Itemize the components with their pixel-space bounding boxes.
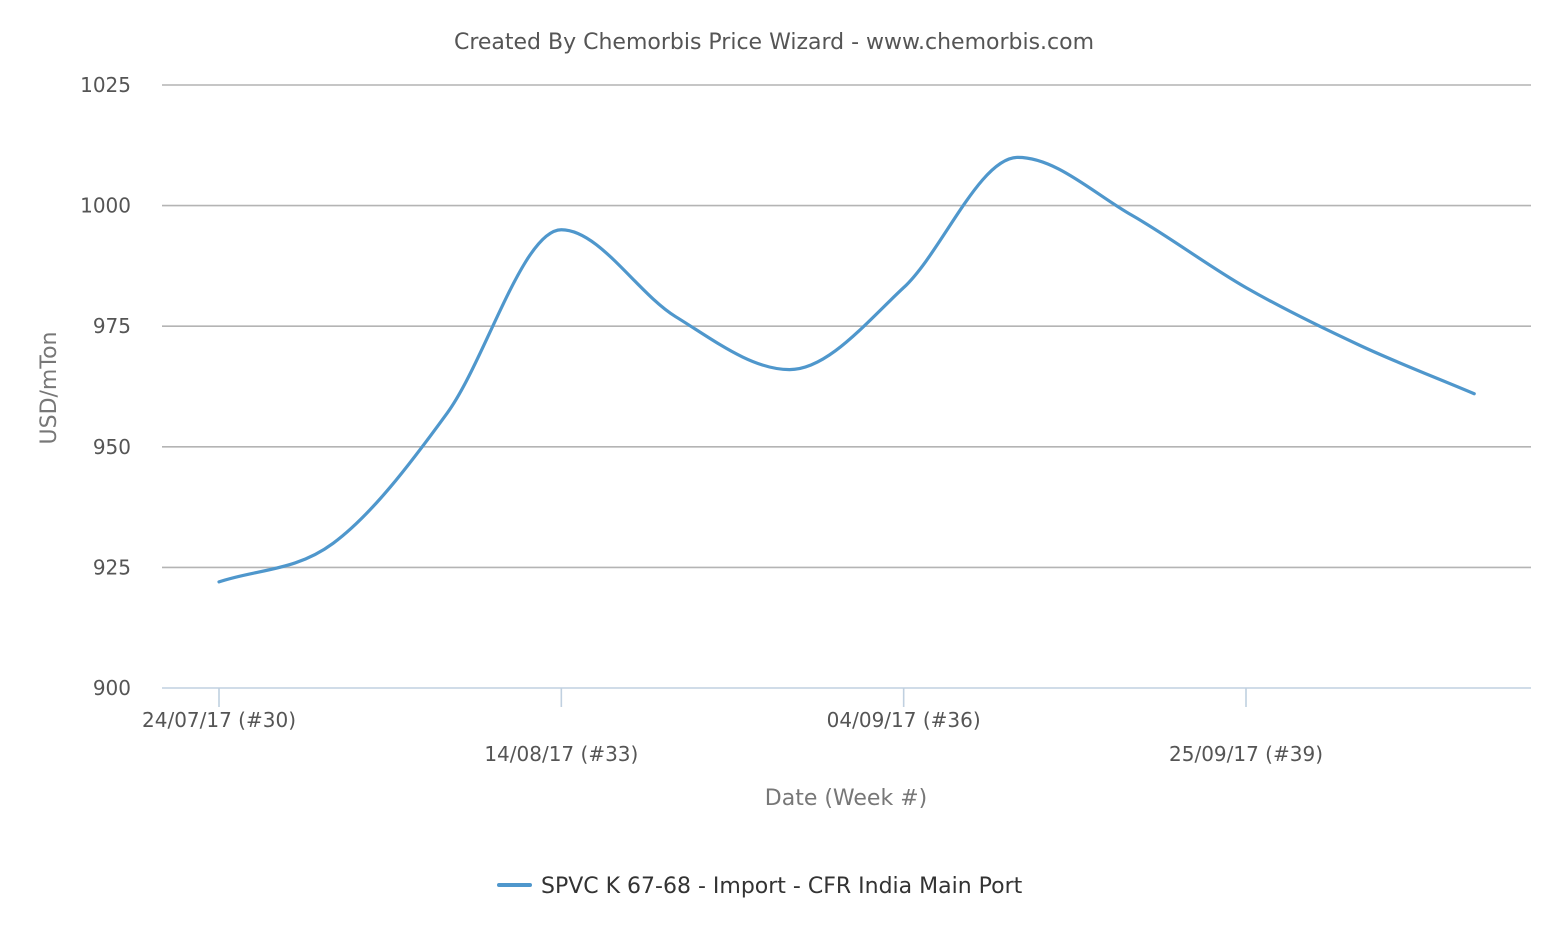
- data-point[interactable]: [444, 410, 450, 416]
- x-tick-label: 24/07/17 (#30): [142, 708, 296, 732]
- y-tick-label: 950: [93, 435, 131, 459]
- y-tick-label: 975: [93, 314, 131, 338]
- data-point[interactable]: [901, 285, 907, 291]
- y-tick-label: 1000: [80, 194, 131, 218]
- series: [216, 154, 1477, 585]
- grid: [162, 84, 1531, 569]
- x-axis: 24/07/17 (#30) 14/08/17 (#33) 04/09/17 (#3…: [142, 687, 1531, 766]
- y-tick-label: 1025: [80, 73, 131, 97]
- legend[interactable]: SPVC K 67-68 - Import - CFR India Main P…: [497, 874, 1023, 899]
- y-axis-ticks: 900 925 950 975 1000 1025: [80, 73, 131, 700]
- data-point[interactable]: [1129, 212, 1135, 218]
- y-axis-title: USD/mTon: [37, 332, 62, 445]
- x-tick-label: 14/08/17 (#33): [484, 742, 638, 766]
- chart-title: Created By Chemorbis Price Wizard - www.…: [454, 30, 1094, 55]
- x-axis-title: Date (Week #): [765, 786, 927, 811]
- data-point[interactable]: [672, 314, 678, 320]
- data-point[interactable]: [1243, 285, 1249, 291]
- data-point[interactable]: [1471, 391, 1477, 397]
- data-point[interactable]: [787, 367, 793, 373]
- data-point[interactable]: [216, 579, 222, 585]
- data-point[interactable]: [558, 227, 564, 233]
- y-tick-label: 900: [93, 676, 131, 700]
- series-line[interactable]: [217, 155, 1476, 584]
- data-point[interactable]: [1357, 342, 1363, 348]
- x-tick-label: 04/09/17 (#36): [827, 708, 981, 732]
- y-tick-label: 925: [93, 555, 131, 579]
- legend-label: SPVC K 67-68 - Import - CFR India Main P…: [541, 874, 1023, 899]
- data-point[interactable]: [1015, 154, 1021, 160]
- data-point[interactable]: [330, 540, 336, 546]
- x-tick-label: 25/09/17 (#39): [1169, 742, 1323, 766]
